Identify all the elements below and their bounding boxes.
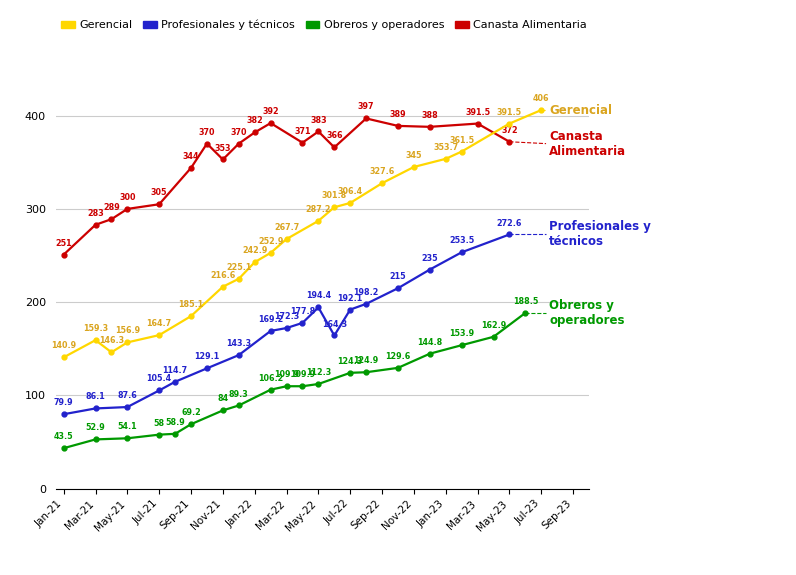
Text: 242.9: 242.9 bbox=[242, 246, 267, 255]
Text: 87.6: 87.6 bbox=[118, 391, 137, 400]
Text: 272.6: 272.6 bbox=[497, 218, 522, 228]
Text: 382: 382 bbox=[246, 117, 263, 125]
Text: 345: 345 bbox=[406, 151, 422, 160]
Text: 143.3: 143.3 bbox=[226, 339, 252, 348]
Text: 391.5: 391.5 bbox=[497, 108, 522, 117]
Text: 366: 366 bbox=[326, 132, 342, 140]
Text: 252.9: 252.9 bbox=[258, 237, 283, 246]
Text: 216.6: 216.6 bbox=[210, 271, 236, 280]
Text: 114.7: 114.7 bbox=[162, 366, 188, 375]
Text: 253.5: 253.5 bbox=[449, 236, 474, 246]
Text: 124.3: 124.3 bbox=[338, 357, 363, 366]
Text: 144.8: 144.8 bbox=[417, 338, 443, 347]
Text: 194.4: 194.4 bbox=[306, 292, 331, 301]
Text: 156.9: 156.9 bbox=[115, 327, 140, 335]
Text: 153.9: 153.9 bbox=[449, 329, 474, 338]
Text: 289: 289 bbox=[103, 203, 120, 212]
Text: 198.2: 198.2 bbox=[353, 288, 379, 297]
Text: 188.5: 188.5 bbox=[513, 297, 538, 306]
Text: 162.9: 162.9 bbox=[481, 321, 506, 330]
Text: 109.9: 109.9 bbox=[274, 370, 299, 380]
Text: 225.1: 225.1 bbox=[226, 263, 252, 272]
Text: 392: 392 bbox=[263, 107, 279, 116]
Text: 306.4: 306.4 bbox=[338, 187, 363, 196]
Text: 353.7: 353.7 bbox=[433, 143, 458, 152]
Text: 383: 383 bbox=[310, 116, 326, 125]
Text: 79.9: 79.9 bbox=[54, 398, 73, 407]
Text: Obreros y
operadores: Obreros y operadores bbox=[549, 299, 625, 327]
Text: 86.1: 86.1 bbox=[86, 393, 105, 401]
Legend: Gerencial, Profesionales y técnicos, Obreros y operadores, Canasta Alimentaria: Gerencial, Profesionales y técnicos, Obr… bbox=[61, 20, 587, 30]
Text: 185.1: 185.1 bbox=[178, 300, 204, 309]
Text: 361.5: 361.5 bbox=[449, 136, 474, 144]
Text: 159.3: 159.3 bbox=[83, 324, 108, 333]
Text: 89.3: 89.3 bbox=[229, 389, 248, 398]
Text: 215: 215 bbox=[390, 272, 406, 281]
Text: 58.9: 58.9 bbox=[166, 418, 185, 427]
Text: 84: 84 bbox=[217, 394, 228, 404]
Text: 129.6: 129.6 bbox=[385, 352, 411, 361]
Text: 251: 251 bbox=[56, 239, 72, 248]
Text: 109.9: 109.9 bbox=[290, 370, 315, 380]
Text: 305: 305 bbox=[151, 188, 167, 197]
Text: 124.9: 124.9 bbox=[353, 356, 379, 365]
Text: 372: 372 bbox=[501, 126, 517, 135]
Text: 69.2: 69.2 bbox=[181, 408, 201, 417]
Text: 58: 58 bbox=[154, 419, 165, 428]
Text: 406: 406 bbox=[533, 94, 549, 103]
Text: Profesionales y
técnicos: Profesionales y técnicos bbox=[549, 220, 651, 248]
Text: 267.7: 267.7 bbox=[274, 223, 299, 232]
Text: 344: 344 bbox=[183, 152, 199, 161]
Text: 391.5: 391.5 bbox=[465, 108, 490, 117]
Text: 353: 353 bbox=[215, 144, 231, 152]
Text: 371: 371 bbox=[295, 126, 310, 136]
Text: 172.3: 172.3 bbox=[274, 312, 299, 321]
Text: 164.3: 164.3 bbox=[322, 320, 347, 328]
Text: 389: 389 bbox=[390, 110, 406, 119]
Text: 300: 300 bbox=[119, 193, 135, 202]
Text: 164.7: 164.7 bbox=[146, 319, 172, 328]
Text: 54.1: 54.1 bbox=[118, 423, 137, 431]
Text: 370: 370 bbox=[231, 128, 247, 137]
Text: 129.1: 129.1 bbox=[194, 352, 220, 361]
Text: 397: 397 bbox=[358, 102, 374, 112]
Text: 388: 388 bbox=[421, 111, 439, 120]
Text: 105.4: 105.4 bbox=[146, 374, 172, 384]
Text: 106.2: 106.2 bbox=[258, 374, 283, 383]
Text: 370: 370 bbox=[199, 128, 215, 137]
Text: 283: 283 bbox=[87, 209, 104, 218]
Text: 287.2: 287.2 bbox=[306, 205, 331, 214]
Text: 112.3: 112.3 bbox=[306, 368, 331, 377]
Text: 169.2: 169.2 bbox=[258, 315, 283, 324]
Text: 52.9: 52.9 bbox=[86, 423, 105, 432]
Text: Gerencial: Gerencial bbox=[549, 104, 612, 117]
Text: 177.8: 177.8 bbox=[290, 307, 315, 316]
Text: 301.8: 301.8 bbox=[322, 191, 347, 200]
Text: 327.6: 327.6 bbox=[369, 167, 395, 176]
Text: 235: 235 bbox=[422, 254, 438, 263]
Text: 140.9: 140.9 bbox=[51, 342, 76, 350]
Text: 146.3: 146.3 bbox=[99, 336, 124, 346]
Text: 192.1: 192.1 bbox=[338, 294, 363, 302]
Text: 43.5: 43.5 bbox=[54, 432, 73, 441]
Text: Canasta
Alimentaria: Canasta Alimentaria bbox=[549, 129, 626, 158]
